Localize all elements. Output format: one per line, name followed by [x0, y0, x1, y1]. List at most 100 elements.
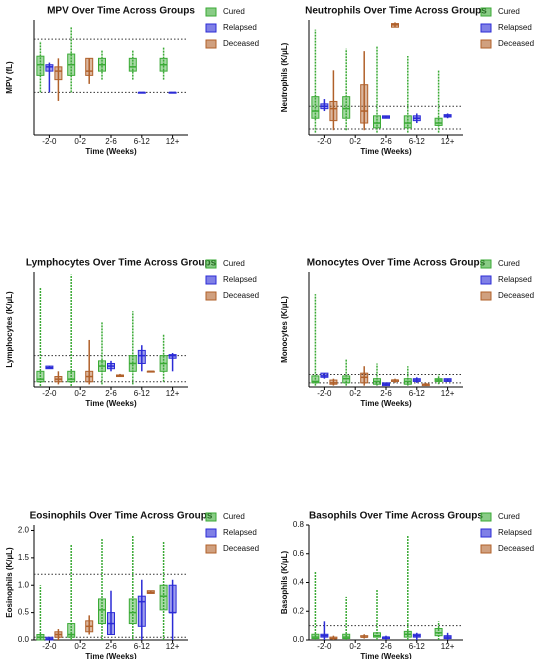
y-tick-label: 0.0 — [18, 635, 30, 644]
legend-label: Cured — [498, 512, 520, 521]
legend-label: Deceased — [223, 39, 259, 48]
legend-label: Cured — [223, 512, 245, 521]
y-axis-label: Monocytes (K/µL) — [280, 296, 289, 363]
box — [98, 598, 106, 625]
x-tick-label: 2-6 — [105, 642, 117, 651]
x-tick-label: 12+ — [166, 642, 180, 651]
box — [360, 84, 369, 124]
legend-label: Relapsed — [223, 528, 257, 537]
y-tick-label: 2.0 — [18, 526, 30, 535]
legend-label: Deceased — [223, 291, 259, 300]
x-axis-label: Time (Weeks) — [360, 652, 412, 659]
box — [137, 595, 146, 627]
x-axis-label: Time (Weeks) — [360, 147, 412, 156]
x-tick-label: 12+ — [166, 389, 180, 398]
x-tick-label: 6-12 — [409, 389, 426, 398]
legend-swatch — [480, 512, 492, 522]
legend-swatch — [205, 528, 217, 538]
legend-label: Relapsed — [498, 528, 532, 537]
x-tick-label: 6-12 — [409, 137, 426, 146]
x-axis-label: Time (Weeks) — [85, 652, 137, 659]
x-tick-label: 6-12 — [409, 642, 426, 651]
legend-swatch — [480, 7, 492, 17]
box — [403, 115, 412, 129]
x-tick-label: 12+ — [441, 137, 455, 146]
y-tick-label: 0.4 — [293, 578, 305, 587]
y-axis-label: Eosinophils (K/µL) — [5, 547, 14, 618]
x-axis-label: Time (Weeks) — [85, 147, 137, 156]
x-tick-label: 12+ — [166, 137, 180, 146]
legend-label: Deceased — [498, 291, 534, 300]
legend-swatch — [480, 275, 492, 285]
box — [168, 354, 177, 359]
x-tick-label: 6-12 — [134, 137, 151, 146]
x-tick-label: -2-0 — [317, 137, 332, 146]
chart-title: MPV Over Time Across Groups — [47, 6, 195, 17]
x-axis-label: Time (Weeks) — [85, 399, 137, 408]
y-tick-label: 0.0 — [293, 635, 305, 644]
legend-label: Cured — [223, 7, 245, 16]
y-tick-label: 0.8 — [293, 520, 305, 529]
x-tick-label: 0-2 — [74, 389, 86, 398]
y-tick-label: 0.5 — [18, 608, 30, 617]
y-tick-label: 1.0 — [18, 580, 30, 589]
x-tick-label: 2-6 — [105, 137, 117, 146]
legend-swatch — [205, 512, 217, 522]
legend-swatch — [205, 275, 217, 285]
y-tick-label: 0.2 — [293, 606, 305, 615]
legend-swatch — [480, 23, 492, 33]
x-tick-label: -2-0 — [42, 642, 57, 651]
legend-label: Cured — [223, 259, 245, 268]
box — [54, 66, 63, 81]
x-axis-label: Time (Weeks) — [360, 399, 412, 408]
x-tick-label: 12+ — [441, 642, 455, 651]
x-tick-label: 0-2 — [349, 137, 361, 146]
x-tick-label: 2-6 — [105, 389, 117, 398]
legend-swatch — [205, 291, 217, 301]
box — [137, 349, 146, 364]
box — [45, 64, 54, 72]
x-tick-label: -2-0 — [317, 389, 332, 398]
box — [128, 57, 137, 72]
y-tick-label: 0.6 — [293, 549, 305, 558]
box — [85, 57, 94, 76]
legend-label: Relapsed — [223, 23, 257, 32]
box — [373, 115, 381, 129]
chart-title: Basophils Over Time Across Groups — [309, 511, 483, 522]
x-tick-label: -2-0 — [317, 642, 332, 651]
x-tick-label: 2-6 — [380, 642, 392, 651]
box — [128, 598, 137, 625]
legend-label: Deceased — [498, 544, 534, 553]
legend-swatch — [480, 291, 492, 301]
legend-swatch — [205, 39, 217, 49]
x-tick-label: -2-0 — [42, 389, 57, 398]
x-tick-label: 0-2 — [74, 137, 86, 146]
box — [311, 96, 320, 119]
legend-swatch — [205, 259, 217, 269]
legend-swatch — [205, 7, 217, 17]
x-tick-label: 2-6 — [380, 137, 392, 146]
chart-title: Lymphocytes Over Time Across Groups — [26, 258, 217, 269]
box — [159, 584, 168, 611]
legend-swatch — [205, 544, 217, 554]
y-tick-label: 1.5 — [18, 553, 30, 562]
legend-label: Relapsed — [223, 275, 257, 284]
chart-title: Monocytes Over Time Across Groups — [307, 258, 486, 269]
box — [36, 55, 45, 76]
box — [67, 623, 76, 638]
y-axis-label: Lymphocytes (K/µL) — [5, 291, 14, 368]
legend-label: Cured — [498, 259, 520, 268]
x-tick-label: 6-12 — [134, 389, 151, 398]
chart-title: Eosinophils Over Time Across Groups — [30, 511, 213, 522]
y-axis-label: Neutrophils (K/µL) — [280, 42, 289, 112]
x-tick-label: 12+ — [441, 389, 455, 398]
x-tick-label: 0-2 — [74, 642, 86, 651]
legend-label: Cured — [498, 7, 520, 16]
chart-title: Neutrophils Over Time Across Groups — [305, 6, 487, 17]
x-tick-label: 6-12 — [134, 642, 151, 651]
legend-label: Deceased — [223, 544, 259, 553]
box — [67, 370, 76, 383]
legend-swatch — [480, 544, 492, 554]
